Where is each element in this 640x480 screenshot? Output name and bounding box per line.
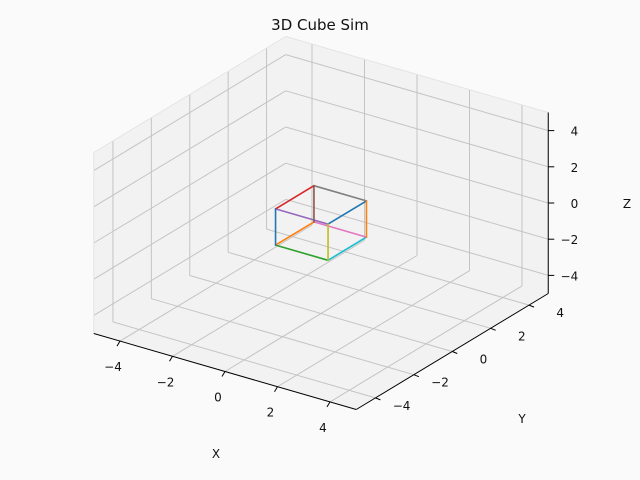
z-tick-label: 0	[571, 197, 579, 211]
x-tick-mark	[326, 401, 331, 408]
x-tick-mark	[116, 340, 121, 347]
x-tick-mark	[221, 371, 226, 377]
pane-edge	[93, 36, 287, 153]
y-tick-mark	[528, 304, 535, 308]
grid-line-z-left	[93, 198, 287, 316]
grid-line-z-back	[285, 198, 549, 276]
cube-edge-6	[327, 200, 368, 225]
axis-lines	[93, 112, 555, 410]
x-tick-label: −2	[157, 375, 175, 389]
grid-line-z-back	[285, 126, 549, 204]
grid-line-y-floor	[228, 251, 491, 329]
grid-line-y-floor	[189, 275, 453, 352]
y-tick-label: −4	[393, 399, 411, 413]
pane-edge	[285, 36, 549, 113]
grid-line-z-back	[285, 162, 549, 240]
y-tick-mark	[490, 327, 496, 331]
grid-line-z-left	[93, 54, 287, 172]
x-tick-label: 2	[267, 406, 275, 420]
z-tick-label: 4	[571, 125, 579, 139]
cube-edges	[274, 184, 368, 262]
x-tick-mark	[274, 386, 278, 392]
y-tick-label: 4	[556, 306, 564, 320]
grid-lines	[93, 36, 549, 403]
cube-edge-1	[274, 244, 329, 262]
cube-edge-8	[274, 184, 315, 210]
z-axis-label: Z	[623, 197, 631, 211]
y-tick-label: 2	[518, 329, 526, 343]
x-tick-label: −4	[104, 360, 122, 374]
chart-title: 3D Cube Sim	[271, 16, 369, 34]
grid-line-z-left	[93, 126, 287, 244]
y-tick-label: −2	[431, 376, 449, 390]
x-axis-label: X	[212, 447, 220, 461]
z-tick-label: −4	[561, 269, 579, 283]
grid-line-y-floor	[266, 228, 530, 306]
grid-line-z-back	[285, 54, 549, 132]
y-tick-label: 0	[480, 353, 488, 367]
z-tick-label: −2	[561, 233, 579, 247]
grid-line-z-left	[93, 90, 287, 208]
grid-line-y-floor	[151, 298, 414, 376]
grid-line-y-floor	[112, 321, 376, 399]
grid-line-z-left	[93, 162, 287, 280]
cube-edge-2	[327, 236, 368, 262]
x-tick-mark	[169, 356, 173, 362]
z-tick-label: 2	[571, 161, 579, 175]
cube-edge-7	[313, 184, 368, 202]
y-axis-label: Y	[517, 412, 526, 426]
y-tick-mark	[375, 397, 381, 401]
cube-edge-4	[274, 221, 315, 246]
x-tick-label: 0	[214, 391, 222, 405]
cube-edge-3	[313, 221, 368, 238]
x-tick-label: 4	[319, 421, 327, 435]
cube-edge-5	[274, 208, 329, 225]
y-tick-mark	[413, 374, 420, 378]
y-tick-mark	[452, 351, 458, 354]
tick-and-axis-labels: 3D Cube Sim X Y Z −4 −2 0 2 4 −4 −2 0 2 4 −4 −2 0 2 4	[104, 16, 631, 461]
grid-line-z-back	[285, 90, 549, 168]
